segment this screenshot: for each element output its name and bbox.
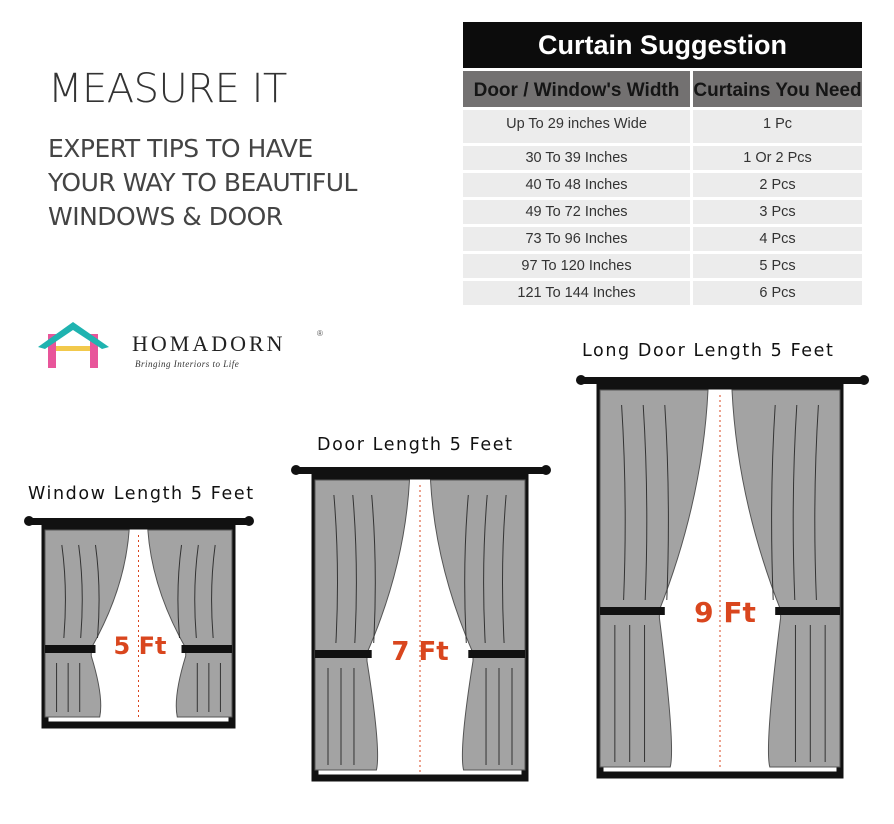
brand-tagline: Bringing Interiors to Life bbox=[135, 359, 240, 369]
table-body: Up To 29 inches Wide 1 Pc 30 To 39 Inches 1… bbox=[463, 110, 862, 305]
registered-mark: ® bbox=[317, 329, 323, 338]
curtain-rod bbox=[25, 518, 253, 525]
cell-width: 40 To 48 Inches bbox=[463, 173, 690, 197]
cell-width: 49 To 72 Inches bbox=[463, 200, 690, 224]
cell-width: 121 To 144 Inches bbox=[463, 281, 690, 305]
curtain-fold bbox=[792, 404, 798, 601]
measure-label: 7 Ft bbox=[391, 637, 448, 667]
curtain-fold bbox=[371, 494, 376, 644]
cell-width: Up To 29 inches Wide bbox=[463, 110, 690, 143]
logo-pillar-left bbox=[48, 334, 56, 368]
door-label: Door Length 5 Feet bbox=[317, 435, 514, 455]
cell-curtains: 3 Pcs bbox=[693, 200, 862, 224]
subtitle-line: YOUR WAY TO BEAUTIFUL bbox=[48, 168, 357, 197]
subtitle-line: EXPERT TIPS TO HAVE bbox=[48, 134, 313, 163]
curtain-fold bbox=[78, 544, 83, 639]
cell-width: 30 To 39 Inches bbox=[463, 146, 690, 170]
rod-finial bbox=[24, 516, 34, 526]
header-curtains: Curtains You Need bbox=[693, 71, 862, 107]
rod-finial bbox=[291, 465, 301, 475]
cell-curtains: 4 Pcs bbox=[693, 227, 862, 251]
logo-roof bbox=[38, 322, 109, 349]
table-row: Up To 29 inches Wide 1 Pc bbox=[463, 110, 862, 143]
tieback-left bbox=[600, 607, 665, 615]
curtain-fold bbox=[664, 404, 669, 601]
curtain-suggestion-table: Curtain Suggestion Door / Window's Width… bbox=[463, 22, 862, 305]
rod-finial bbox=[244, 516, 254, 526]
cell-curtains: 5 Pcs bbox=[693, 254, 862, 278]
tieback-right bbox=[468, 650, 525, 658]
curtain-fold bbox=[502, 494, 507, 644]
curtain-fold bbox=[211, 544, 216, 639]
table-row: 73 To 96 Inches 4 Pcs bbox=[463, 227, 862, 251]
table-header: Door / Window's Width Curtains You Need bbox=[463, 71, 862, 107]
logo-pillar-right bbox=[90, 334, 98, 368]
cell-width: 97 To 120 Inches bbox=[463, 254, 690, 278]
homadorn-logo-icon bbox=[38, 322, 109, 368]
long-door-label: Long Door Length 5 Feet bbox=[582, 341, 835, 361]
rod-finial bbox=[541, 465, 551, 475]
curtain-fold bbox=[464, 494, 469, 644]
page-title: MEASURE IT bbox=[48, 66, 287, 112]
curtain-fold bbox=[177, 544, 183, 639]
logo-bar bbox=[56, 346, 90, 351]
curtain-fold bbox=[814, 404, 819, 601]
table-row: 97 To 120 Inches 5 Pcs bbox=[463, 254, 862, 278]
cell-width: 73 To 96 Inches bbox=[463, 227, 690, 251]
curtain-fold bbox=[621, 404, 626, 601]
curtain-fold bbox=[642, 404, 648, 601]
rod-finial bbox=[859, 375, 869, 385]
cell-curtains: 1 Or 2 Pcs bbox=[693, 146, 862, 170]
table-row: 121 To 144 Inches 6 Pcs bbox=[463, 281, 862, 305]
curtain-fold bbox=[771, 404, 776, 601]
tieback-right bbox=[181, 645, 232, 653]
window-label: Window Length 5 Feet bbox=[28, 484, 255, 504]
curtain-rod bbox=[292, 467, 550, 474]
cell-curtains: 2 Pcs bbox=[693, 173, 862, 197]
curtain-fold bbox=[352, 494, 357, 644]
rod-finial bbox=[576, 375, 586, 385]
table-title: Curtain Suggestion bbox=[463, 22, 862, 68]
curtain-fold bbox=[194, 544, 199, 639]
measure-label: 5 Ft bbox=[114, 632, 167, 660]
table-row: 40 To 48 Inches 2 Pcs bbox=[463, 173, 862, 197]
table-row: 49 To 72 Inches 3 Pcs bbox=[463, 200, 862, 224]
curtain-fold bbox=[94, 544, 100, 639]
cell-curtains: 6 Pcs bbox=[693, 281, 862, 305]
curtain-rod bbox=[577, 377, 868, 384]
tieback-left bbox=[45, 645, 96, 653]
tieback-left bbox=[315, 650, 372, 658]
subtitle-line: WINDOWS & DOOR bbox=[48, 202, 283, 231]
measure-label: 9 Ft bbox=[694, 596, 756, 629]
curtain-fold bbox=[333, 494, 338, 644]
table-row: 30 To 39 Inches 1 Or 2 Pcs bbox=[463, 146, 862, 170]
curtain-fold bbox=[483, 494, 488, 644]
tieback-right bbox=[775, 607, 840, 615]
brand-name: HOMADORN bbox=[132, 331, 286, 356]
cell-curtains: 1 Pc bbox=[693, 110, 862, 143]
curtain-fold bbox=[61, 544, 66, 639]
header-width: Door / Window's Width bbox=[463, 71, 690, 107]
